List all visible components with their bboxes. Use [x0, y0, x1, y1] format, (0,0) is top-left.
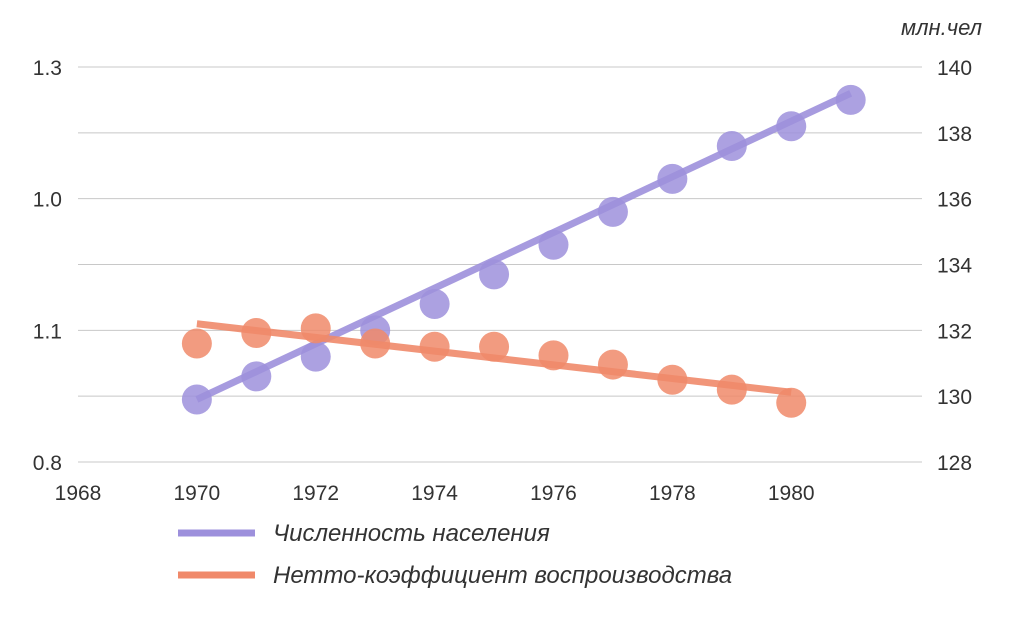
data-point — [835, 84, 866, 115]
legend-label: Численность населения — [273, 520, 550, 547]
y-left-tick-label: 1.0 — [33, 189, 62, 212]
data-point — [181, 384, 212, 415]
x-tick-label: 1980 — [768, 482, 815, 505]
data-point — [776, 387, 807, 418]
legend-label: Нетто-коэффициент воспроизводства — [273, 562, 732, 589]
legend-item: Численность населения — [178, 520, 550, 547]
y-right-tick-label: 128 — [937, 452, 972, 475]
y-right-tick-label: 138 — [937, 123, 972, 146]
series-1 — [181, 84, 866, 415]
data-point — [597, 349, 628, 380]
legend-item: Нетто-коэффициент воспроизводства — [178, 562, 732, 589]
y-right-tick-label: 136 — [937, 189, 972, 212]
x-tick-label: 1968 — [55, 482, 102, 505]
x-tick-label: 1972 — [292, 482, 339, 505]
x-tick-label: 1970 — [174, 482, 221, 505]
y-right-tick-label: 140 — [937, 57, 972, 80]
y-left-axis: 0.8 1.1 1.0 1.3 — [33, 57, 62, 475]
x-tick-label: 1974 — [411, 482, 458, 505]
data-point — [479, 331, 510, 362]
data-point — [300, 313, 331, 344]
y-left-tick-label: 1.3 — [33, 57, 62, 80]
y-left-tick-label: 1.1 — [33, 320, 62, 343]
data-point — [241, 317, 272, 348]
x-tick-label: 1976 — [530, 482, 577, 505]
data-point — [181, 328, 212, 359]
y-right-tick-label: 130 — [937, 386, 972, 409]
data-point — [716, 131, 747, 161]
y-right-tick-label: 134 — [937, 255, 972, 278]
data-point — [597, 196, 628, 227]
data-point — [538, 229, 569, 260]
data-point — [657, 163, 688, 194]
data-point — [538, 340, 569, 371]
series-2 — [181, 313, 807, 418]
y-left-tick-label: 0.8 — [33, 452, 62, 475]
data-point — [776, 111, 807, 142]
data-point — [360, 328, 391, 359]
trend-line — [195, 90, 853, 403]
data-point — [241, 361, 272, 392]
data-point — [479, 259, 510, 290]
x-axis: 1968 1970 1972 1974 1976 1978 1980 — [55, 482, 815, 505]
data-point — [300, 341, 331, 372]
x-tick-label: 1978 — [649, 482, 696, 505]
legend: Численность населения Нетто-коэффициент в… — [178, 520, 732, 589]
gridlines — [78, 66, 922, 463]
y-right-axis: 128 130 132 134 136 138 140 — [937, 57, 972, 475]
y-right-unit-label: млн.чел — [901, 15, 982, 40]
series-layer — [181, 84, 866, 418]
data-point — [657, 364, 688, 395]
y-right-tick-label: 132 — [937, 320, 972, 343]
data-point — [419, 289, 450, 319]
data-point — [419, 331, 450, 362]
data-point — [716, 374, 747, 405]
